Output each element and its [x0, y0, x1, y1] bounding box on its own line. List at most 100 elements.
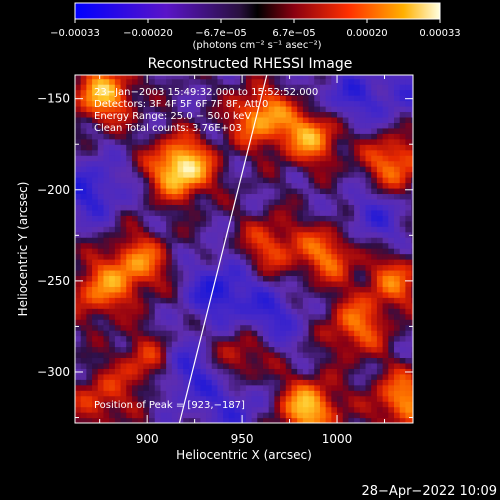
heatmap-cell [92, 319, 99, 326]
heatmap-cell [131, 395, 139, 402]
heatmap-cell [257, 89, 264, 96]
heatmap-cell [342, 275, 350, 282]
colorbar-tick-label: −0.00033 [50, 28, 100, 39]
heatmap-cell [302, 253, 310, 260]
heatmap-cell [206, 368, 213, 375]
heatmap-cell [97, 313, 105, 320]
heatmap-cell [394, 395, 401, 402]
heatmap-cell [308, 286, 315, 293]
heatmap-cell [291, 297, 298, 304]
heatmap-cell [200, 155, 207, 162]
heatmap-cell [223, 401, 230, 408]
heatmap-cell [97, 171, 105, 178]
heatmap-cell [171, 417, 179, 423]
heatmap-cell [223, 215, 230, 222]
heatmap-cell [188, 237, 196, 244]
heatmap-cell [314, 302, 321, 309]
heatmap-cell [86, 75, 93, 80]
heatmap-cell [211, 237, 219, 244]
heatmap-cell [103, 231, 110, 238]
heatmap-cell [97, 280, 105, 287]
heatmap-cell [280, 248, 287, 255]
heatmap-cell [240, 89, 247, 96]
heatmap-cell [297, 231, 304, 238]
heatmap-cell [114, 319, 122, 326]
heatmap-cell [183, 280, 190, 287]
heatmap-cell [240, 231, 247, 238]
heatmap-cell [359, 226, 367, 233]
colorbar: −0.00033 −0.00020 −6.7e−05 6.7e−05 0.00020 0.… [50, 2, 461, 51]
heatmap-cell [154, 324, 162, 331]
heatmap-cell [80, 231, 87, 238]
heatmap-cell [365, 379, 372, 386]
heatmap-cell [245, 89, 253, 96]
heatmap-cell [143, 122, 150, 129]
heatmap-cell [405, 269, 412, 277]
heatmap-cell [365, 362, 372, 369]
heatmap-cell [274, 390, 281, 397]
heatmap-cell [331, 166, 338, 173]
heatmap-cell [251, 100, 258, 107]
heatmap-cell [342, 319, 350, 326]
heatmap-cell [302, 237, 310, 244]
heatmap-cell [234, 111, 241, 118]
heatmap-cell [337, 155, 344, 162]
heatmap-cell [331, 177, 338, 184]
heatmap-cell [245, 264, 253, 271]
heatmap-cell [308, 379, 315, 386]
heatmap-cell [92, 362, 99, 369]
heatmap-cell [200, 160, 207, 167]
heatmap-cell [126, 324, 133, 331]
heatmap-cell [194, 116, 201, 123]
heatmap-cell [103, 253, 110, 260]
heatmap-cell [149, 286, 156, 293]
heatmap-cell [257, 401, 264, 408]
heatmap-cell [234, 237, 241, 244]
heatmap-cell [405, 149, 412, 156]
heatmap-cell [262, 231, 270, 238]
heatmap-cell [92, 346, 99, 353]
heatmap-cell [371, 406, 378, 413]
heatmap-cell [359, 144, 367, 151]
heatmap-cell [80, 204, 87, 211]
heatmap-cell [149, 105, 156, 113]
heatmap-cell [137, 269, 144, 277]
heatmap-cell [382, 75, 389, 80]
heatmap-cell [365, 417, 372, 423]
heatmap-cell [337, 122, 344, 129]
heatmap-cell [376, 297, 384, 304]
heatmap-cell [382, 259, 389, 266]
heatmap-cell [166, 248, 173, 255]
heatmap-cell [348, 417, 355, 423]
heatmap-cell [411, 390, 413, 397]
heatmap-cell [348, 198, 355, 205]
heatmap-cell [223, 105, 230, 113]
heatmap-cell [359, 78, 367, 85]
heatmap-cell [285, 346, 293, 353]
heatmap-cell [257, 308, 264, 315]
heatmap-cell [354, 155, 361, 162]
heatmap-cell [92, 302, 99, 309]
heatmap-cell [137, 324, 144, 331]
heatmap-cell [120, 362, 127, 369]
heatmap-cell [131, 100, 139, 107]
heatmap-cell [120, 144, 127, 151]
heatmap-cell [86, 412, 93, 419]
heatmap-cell [171, 379, 179, 386]
heatmap-cell [149, 78, 156, 85]
heatmap-cell [280, 280, 287, 287]
heatmap-cell [285, 84, 293, 91]
heatmap-cell [126, 100, 133, 107]
heatmap-cell [268, 269, 275, 277]
heatmap-cell [211, 324, 219, 331]
heatmap-cell [342, 116, 350, 123]
heatmap-cell [382, 187, 389, 195]
heatmap-cell [86, 384, 93, 391]
heatmap-cell [388, 401, 395, 408]
heatmap-cell [103, 319, 110, 326]
heatmap-cell [183, 373, 190, 380]
heatmap-cell [240, 412, 247, 419]
heatmap-cell [399, 330, 407, 337]
heatmap-cell [337, 220, 344, 227]
heatmap-cell [319, 379, 327, 386]
